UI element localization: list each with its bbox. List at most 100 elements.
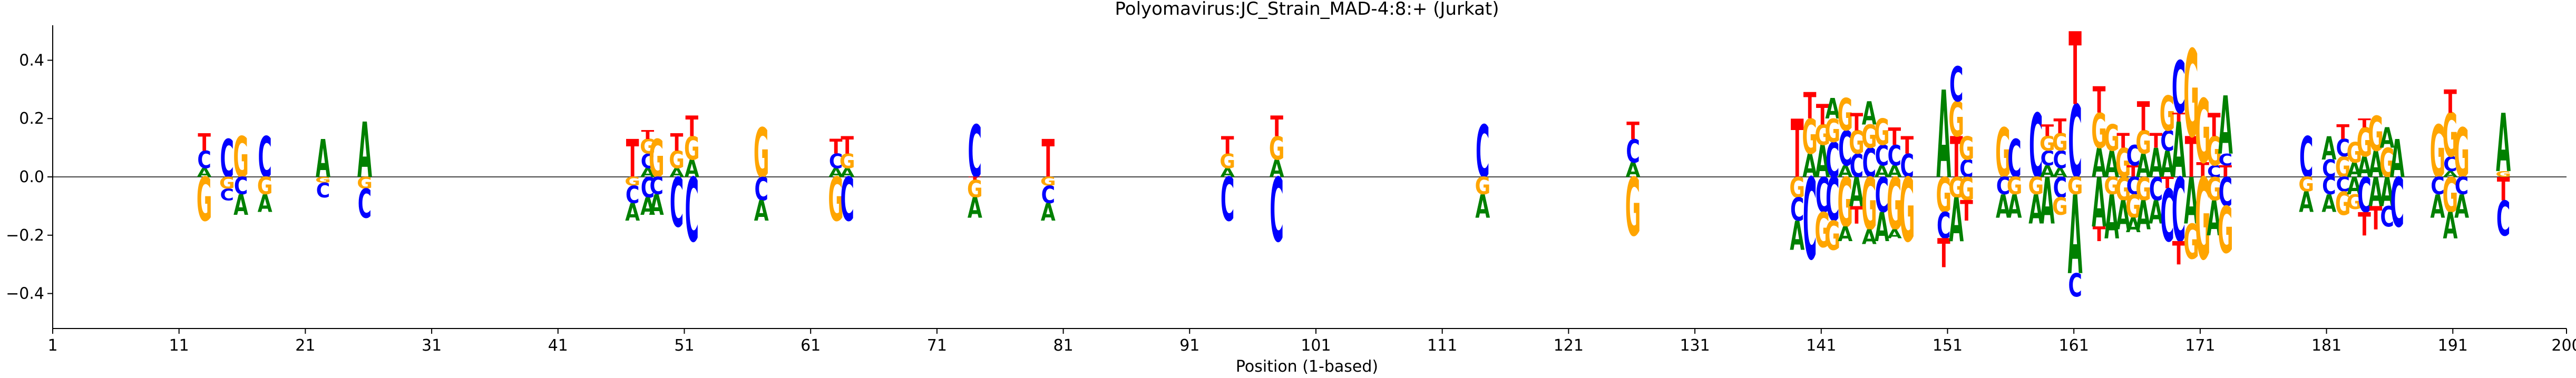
logo-letter-C: C (1626, 133, 1640, 170)
logo-letter-G: G (1040, 175, 1056, 188)
logo-letter-A: A (2184, 165, 2199, 239)
logo-letter-T: T (2185, 125, 2198, 191)
logo-letter-C: C (2431, 172, 2445, 200)
logo-letter-T: T (2172, 111, 2185, 124)
logo-letter-C: C (2207, 162, 2221, 181)
x-axis-label: Position (1-based) (1236, 357, 1378, 376)
logo-letter-C: C (1041, 181, 1056, 209)
logo-letter-G: G (2218, 194, 2233, 268)
logo-letter-G: G (828, 165, 844, 235)
logo-letter-C: C (1949, 57, 1964, 113)
logo-letter-C: C (2029, 96, 2043, 198)
logo-letter-G: G (2368, 107, 2384, 162)
logo-letter-G: G (840, 150, 855, 173)
x-tick-label: 171 (2185, 336, 2215, 355)
logo-letter-T: T (2172, 235, 2185, 272)
logo-letter-T: T (2161, 174, 2174, 192)
logo-letter-C: C (829, 150, 843, 173)
x-axis: 1 11 21 31 41 51 61 71 81 91 101 111 121 131 141 151 161… (47, 328, 2576, 355)
logo-letter-G: G (1861, 118, 1877, 155)
logo-letter-G: G (1959, 171, 1975, 207)
logo-letter-C: C (2390, 164, 2404, 243)
logo-letter-A: A (840, 166, 855, 180)
logo-letter-G: G (1475, 172, 1491, 200)
logo-letter-T: T (2116, 130, 2130, 153)
logo-letter-C: C (1850, 147, 1863, 184)
logo-letter-G: G (1269, 130, 1285, 167)
logo-letter-A: A (1838, 162, 1852, 181)
logo-letter-G: G (1899, 160, 1915, 262)
logo-letter-A: A (2028, 187, 2043, 234)
logo-letter-A: A (1220, 166, 1235, 180)
logo-letter-G: G (219, 174, 235, 192)
logo-letter-A: A (2007, 188, 2022, 225)
logo-letter-A: A (2116, 193, 2131, 240)
logo-letter-C: C (358, 182, 372, 228)
logo-letter-C: C (197, 146, 211, 174)
logo-letter-A: A (2149, 194, 2163, 231)
logo-letter-G: G (2183, 26, 2199, 165)
logo-letter-T: T (1626, 117, 1640, 145)
logo-letter-G: G (2067, 172, 2083, 200)
logo-letter-C: C (2041, 147, 2054, 170)
logo-letter-C: C (1270, 160, 1284, 262)
logo-letter-G: G (2346, 136, 2362, 169)
logo-letter-G: G (649, 128, 665, 190)
logo-letter-T: T (1950, 125, 1963, 191)
logo-letter-T: T (626, 128, 639, 190)
logo-letter-T: T (841, 132, 854, 160)
x-tick-label: 131 (1680, 336, 1710, 355)
logo-letter-A: A (2207, 192, 2221, 247)
logo-letter-T: T (1791, 104, 1804, 196)
logo-letter-C: C (2322, 155, 2336, 183)
logo-letter-A: A (357, 106, 372, 195)
logo-letter-C: C (258, 125, 272, 191)
x-tick-label: 31 (422, 336, 442, 355)
logo-letter-A: A (2443, 170, 2458, 179)
x-tick-label: 21 (295, 336, 315, 355)
logo-letter-G: G (1802, 110, 1818, 165)
logo-letter-T: T (686, 110, 699, 143)
logo-letter-C: C (2219, 151, 2233, 169)
logo-letter-G: G (2206, 171, 2222, 207)
logo-letter-C: C (1816, 168, 1830, 224)
logo-letter-G: G (1849, 124, 1865, 161)
x-tick-label: 111 (1427, 336, 1457, 355)
chart-title: Polyomavirus:JC_Strain_MAD-4:8:+ (Jurkat… (1115, 0, 1499, 19)
logo-letter-A: A (2040, 162, 2055, 181)
x-tick-label: 141 (1806, 336, 1836, 355)
logo-letter-A: A (649, 189, 664, 222)
logo-letter-G: G (1825, 113, 1841, 150)
logo-letter-G: G (233, 125, 249, 191)
logo-letter-C: C (1959, 155, 1974, 183)
logo-letter-A: A (2136, 193, 2151, 240)
logo-letter-A: A (1996, 188, 2011, 225)
logo-letter-G: G (1825, 214, 1841, 260)
logo-letter-C: C (2336, 173, 2349, 196)
logo-letter-C: C (234, 172, 248, 200)
logo-letter-A: A (1041, 198, 1056, 226)
logo-letter-G: G (2115, 171, 2131, 207)
logo-letter-T: T (2336, 121, 2349, 144)
logo-letter-G: G (2335, 185, 2351, 222)
logo-letter-G: G (1838, 164, 1853, 243)
logo-letter-T: T (830, 135, 843, 158)
logo-letter-T: T (2041, 121, 2054, 140)
logo-letter-C: C (2219, 170, 2233, 216)
logo-letter-C: C (2172, 160, 2186, 262)
logo-letter-A: A (2357, 151, 2372, 184)
logo-letter-C: C (1826, 133, 1840, 188)
logo-letter-A: A (2136, 147, 2151, 184)
logo-letter-A: A (2068, 173, 2083, 299)
logo-letter-G: G (2357, 120, 2373, 166)
logo-letter-C: C (1476, 110, 1490, 194)
logo-letter-C: C (2380, 201, 2394, 233)
logo-letter-G: G (2454, 115, 2470, 194)
logo-letter-T: T (1816, 98, 1829, 131)
logo-letter-G: G (1625, 162, 1641, 255)
logo-letter-A: A (1815, 136, 1830, 187)
logo-letter-A: A (2431, 188, 2445, 225)
logo-letter-A: A (2160, 143, 2175, 185)
logo-letter-G: G (2206, 129, 2222, 175)
